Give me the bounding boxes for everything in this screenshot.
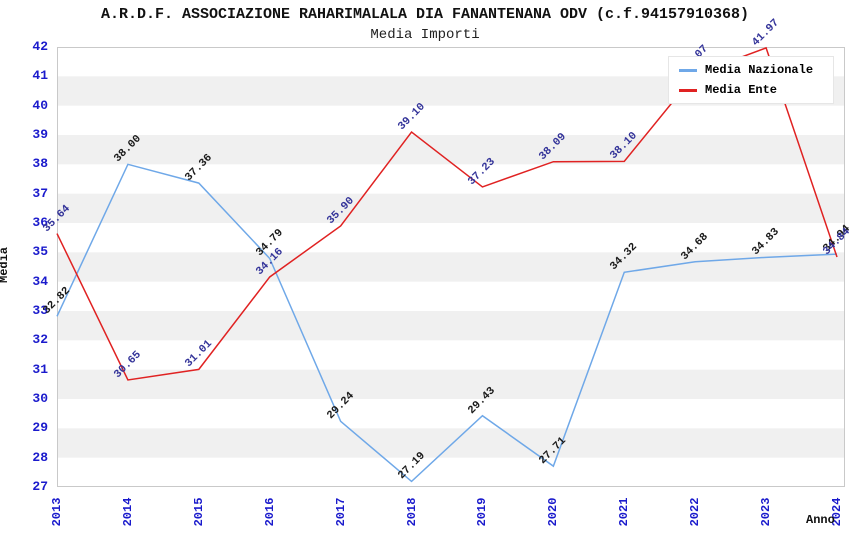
legend-item-media-ente: Media Ente	[679, 83, 825, 97]
plot-border	[57, 47, 845, 487]
chart-subtitle: Media Importi	[370, 27, 480, 43]
x-tick-label: 2019	[475, 497, 490, 527]
plot-band	[57, 135, 845, 165]
y-tick-label: 36	[32, 215, 48, 230]
x-tick-label: 2015	[191, 497, 206, 527]
y-tick-label: 39	[32, 127, 48, 142]
plot-band	[57, 193, 845, 223]
y-tick-label: 34	[32, 273, 48, 289]
x-tick-label: 2020	[546, 497, 561, 527]
x-tick-label: 2013	[50, 497, 64, 527]
y-tick-label: 29	[32, 420, 48, 436]
y-tick-label: 35	[32, 244, 48, 260]
chart-title: A.R.D.F. ASSOCIAZIONE RAHARIMALALA DIA F…	[100, 6, 750, 23]
legend-label-media-nazionale: Media Nazionale	[705, 63, 814, 77]
y-tick-label: 37	[32, 185, 48, 201]
y-tick-label: 32	[32, 332, 48, 348]
y-tick-label: 40	[32, 97, 48, 113]
y-tick-label: 38	[32, 156, 48, 172]
y-tick-label: 42	[32, 39, 48, 54]
legend-marker-media-ente-icon	[679, 88, 697, 92]
x-tick-label: 2017	[333, 497, 348, 527]
y-tick-label: 30	[32, 391, 48, 406]
plot-band	[57, 428, 845, 458]
plot-band	[57, 369, 845, 399]
y-tick-label: 41	[32, 68, 48, 84]
x-axis-title: Anno	[806, 513, 835, 527]
y-tick-label: 31	[32, 361, 48, 377]
x-tick-label: 2018	[404, 497, 419, 527]
x-tick-label: 2016	[262, 497, 277, 527]
legend: Media Nazionale Media Ente	[668, 56, 834, 104]
x-tick-label: 2014	[120, 497, 135, 527]
y-tick-label: 27	[32, 479, 48, 494]
x-tick-label: 2021	[617, 497, 632, 527]
legend-label-media-ente: Media Ente	[705, 83, 778, 97]
y-tick-label: 28	[32, 449, 48, 465]
series-line-0	[56, 163, 838, 483]
legend-item-media-nazionale: Media Nazionale	[679, 63, 825, 77]
x-tick-label: 2022	[688, 497, 703, 527]
legend-marker-media-nazionale-icon	[679, 68, 697, 72]
y-axis-title: Media	[0, 246, 12, 284]
x-tick-label: 2023	[759, 497, 774, 527]
plot-band	[57, 311, 845, 341]
y-tick-label: 33	[32, 303, 48, 318]
plot-band	[57, 252, 845, 282]
